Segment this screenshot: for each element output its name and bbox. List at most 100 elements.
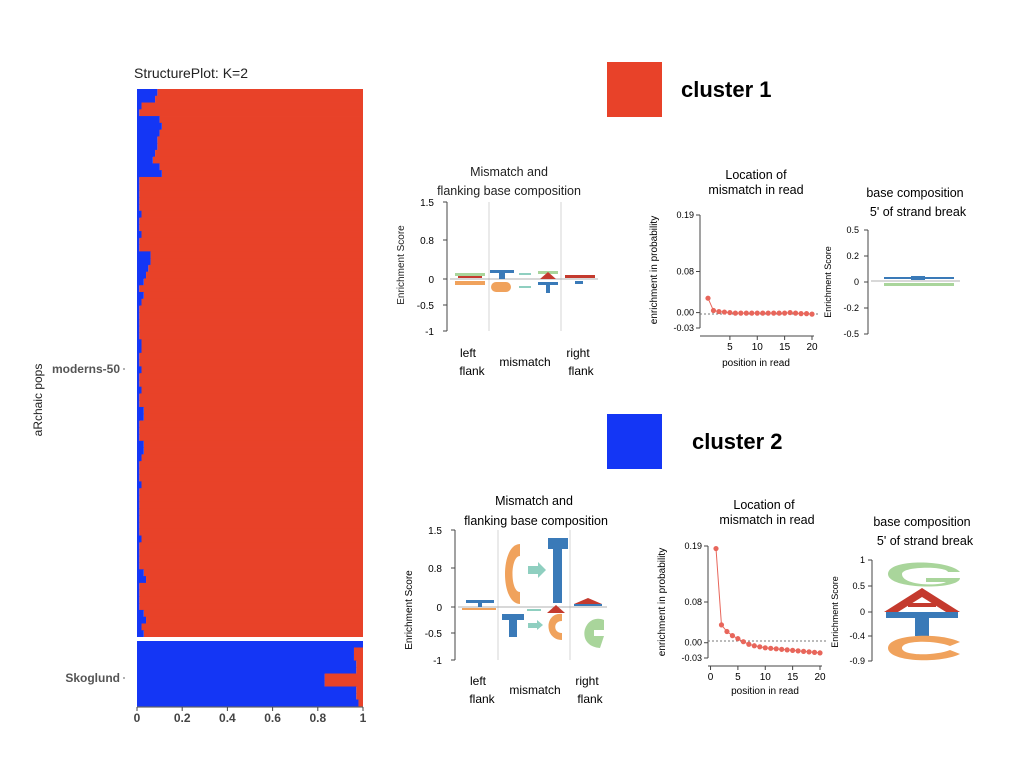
moderns-cluster1-bar bbox=[139, 373, 363, 381]
moderns-cluster1-bar bbox=[141, 102, 363, 110]
data-point bbox=[754, 310, 760, 316]
loc-title-line1: Location of bbox=[725, 168, 787, 182]
data-point bbox=[779, 646, 785, 652]
moderns-cluster1-bar bbox=[139, 400, 363, 408]
logo-bottom-right-1: right bbox=[566, 346, 590, 360]
moderns-cluster2-bar bbox=[137, 549, 140, 557]
moderns-cluster2-bar bbox=[137, 576, 147, 584]
moderns-cluster1-bar bbox=[141, 210, 363, 218]
moderns-cluster2-bar bbox=[137, 386, 142, 394]
moderns-cluster2-bar bbox=[137, 244, 140, 252]
sequence-logo-glyphs bbox=[455, 270, 595, 293]
moderns-cluster2-bar bbox=[137, 129, 160, 137]
x-tick-label: 0.4 bbox=[219, 711, 236, 725]
tick-label: 1.5 bbox=[428, 526, 442, 537]
moderns-cluster2-bar bbox=[137, 406, 144, 415]
moderns-cluster2-bar bbox=[137, 461, 140, 469]
cluster-1-swatch bbox=[607, 62, 662, 117]
moderns-cluster1-bar bbox=[139, 562, 363, 570]
moderns-cluster2-bar bbox=[137, 149, 156, 158]
y-tick-label: 0.00 bbox=[676, 308, 694, 318]
group-separator bbox=[137, 637, 363, 641]
moderns-cluster1-bar bbox=[139, 312, 363, 320]
logo-bottom-left-2: flank bbox=[469, 692, 495, 706]
moderns-cluster2-bar bbox=[137, 217, 140, 225]
skoglund-cluster2-bar bbox=[137, 641, 363, 648]
moderns-cluster1-bar bbox=[155, 149, 363, 158]
data-point bbox=[817, 650, 823, 656]
y-tick-label: 0.08 bbox=[676, 267, 694, 277]
data-point bbox=[787, 309, 793, 316]
data-point bbox=[740, 639, 746, 645]
x-tick-label: 15 bbox=[787, 672, 799, 683]
moderns-cluster2-bar bbox=[137, 562, 140, 570]
x-tick-label: 10 bbox=[760, 672, 772, 683]
logo-bottom-left-1: left bbox=[470, 674, 487, 688]
sequence-logo-glyphs bbox=[462, 538, 604, 648]
moderns-cluster2-bar bbox=[137, 278, 144, 286]
data-point bbox=[784, 647, 790, 653]
logo-title-line2: flanking base composition bbox=[464, 514, 608, 528]
moderns-cluster1-bar bbox=[143, 447, 363, 455]
logo-bottom-right-2: flank bbox=[568, 364, 594, 378]
x-tick-label: 0 bbox=[708, 672, 714, 683]
data-point bbox=[792, 310, 799, 316]
moderns-cluster2-bar bbox=[137, 305, 140, 313]
moderns-cluster2-bar bbox=[137, 440, 144, 448]
skoglund-cluster1-bar bbox=[353, 647, 363, 655]
moderns-cluster1-bar bbox=[143, 291, 363, 300]
moderns-cluster1-bar bbox=[139, 305, 363, 313]
x-tick-label: 0 bbox=[134, 711, 141, 725]
moderns-cluster2-bar bbox=[137, 413, 144, 421]
moderns-cluster2-bar bbox=[137, 325, 140, 333]
moderns-cluster1-bar bbox=[139, 420, 363, 428]
data-point bbox=[776, 310, 782, 316]
tick-label: 1 bbox=[860, 555, 865, 565]
x-tick-label: 0.2 bbox=[174, 711, 191, 725]
tick-label: -1 bbox=[433, 656, 442, 667]
moderns-cluster2-bar bbox=[137, 609, 144, 618]
moderns-cluster1-bar bbox=[150, 258, 363, 266]
structure-title: StructurePlot: K=2 bbox=[134, 65, 249, 81]
skoglund-cluster1-bar bbox=[324, 673, 363, 681]
data-point bbox=[735, 636, 741, 642]
moderns-cluster1-bar bbox=[139, 555, 363, 563]
moderns-cluster2-bar bbox=[137, 95, 156, 103]
moderns-cluster2-bar bbox=[137, 109, 140, 117]
data-point bbox=[721, 309, 728, 315]
loc-title-line1: Location of bbox=[733, 498, 795, 512]
moderns-cluster1-bar bbox=[150, 251, 363, 259]
tick-label: -1 bbox=[425, 327, 434, 338]
y-tick-label: -0.03 bbox=[681, 653, 702, 663]
data-point bbox=[746, 641, 752, 647]
moderns-cluster1-bar bbox=[139, 237, 363, 246]
skoglund-cluster2-bar bbox=[137, 660, 357, 668]
moderns-cluster2-bar bbox=[137, 237, 140, 246]
moderns-cluster1-bar bbox=[141, 346, 363, 354]
moderns-cluster2-bar bbox=[137, 474, 140, 482]
moderns-cluster1-bar bbox=[139, 352, 363, 361]
moderns-cluster1-bar bbox=[143, 569, 363, 577]
moderns-cluster2-bar bbox=[137, 434, 140, 442]
data-point bbox=[716, 308, 722, 315]
moderns-cluster1-bar bbox=[139, 285, 363, 293]
data-point bbox=[795, 648, 801, 654]
data-point bbox=[806, 649, 812, 655]
moderns-cluster1-bar bbox=[139, 109, 363, 117]
loc-ylabel: enrichment in probability bbox=[649, 216, 660, 324]
data-point bbox=[803, 311, 810, 317]
loc-ylabel: enrichment in probability bbox=[657, 548, 668, 656]
tick-label: -0.5 bbox=[425, 629, 443, 640]
moderns-cluster1-bar bbox=[139, 379, 363, 388]
tick-label: 1.5 bbox=[420, 198, 434, 209]
skoglund-cluster2-bar bbox=[137, 667, 357, 674]
base-yticks: 0.5 0.2 0 -0.2 -0.5 bbox=[843, 225, 868, 339]
moderns-cluster1-bar bbox=[161, 122, 363, 130]
moderns-cluster1-bar bbox=[139, 508, 363, 516]
moderns-cluster2-bar bbox=[137, 366, 142, 374]
